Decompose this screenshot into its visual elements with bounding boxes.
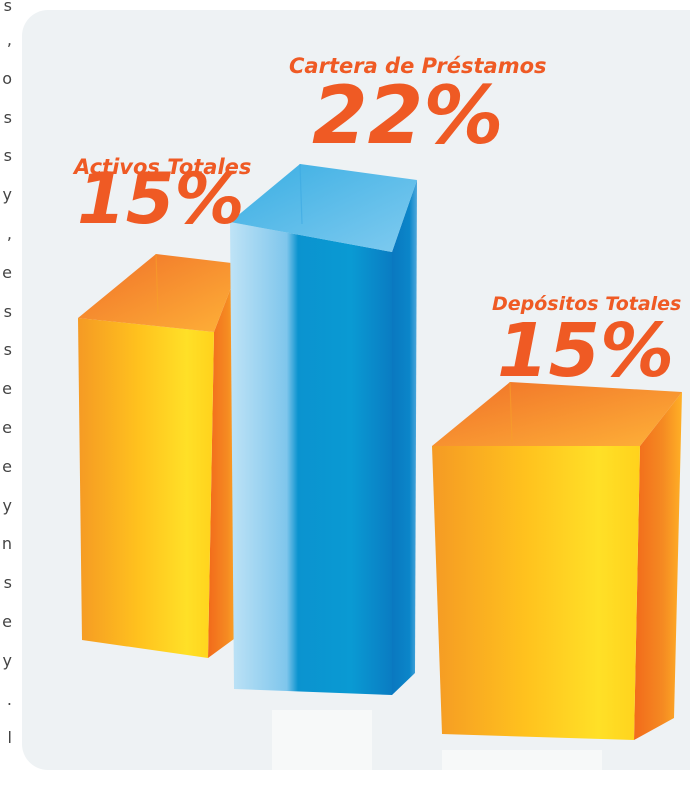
- text-fragment: l: [7, 728, 12, 748]
- text-fragment: s: [3, 573, 12, 593]
- text-fragment: o: [2, 68, 12, 88]
- bar-3: [432, 381, 682, 740]
- bar-edge: [155, 253, 159, 315]
- chart-panel: Activos Totales 15% Cartera de Préstamos 22…: [22, 10, 690, 770]
- floor-reflection: [442, 750, 602, 770]
- bar-top-face: [78, 254, 240, 332]
- text-fragment: y: [2, 185, 12, 205]
- data-label: 15%: [77, 158, 245, 240]
- category-label: Depósitos Totales: [492, 293, 681, 315]
- data-label: 15%: [497, 308, 674, 394]
- data-label: 22%: [312, 69, 503, 162]
- text-fragment: ,: [6, 30, 12, 49]
- bar-top-face: [230, 164, 417, 252]
- bar-side-face: [392, 180, 417, 695]
- text-fragment: ,: [6, 224, 12, 243]
- bar-front-face: [432, 446, 640, 740]
- bar-2: [230, 163, 417, 695]
- text-fragment: e: [2, 612, 12, 631]
- bar-front-face: [78, 318, 214, 658]
- text-fragment: y: [2, 495, 12, 515]
- text-fragment: e: [2, 418, 12, 437]
- bar-1: [78, 253, 240, 658]
- text-fragment: s: [3, 107, 12, 127]
- text-fragment-first: s: [3, 0, 12, 15]
- text-fragment: e: [2, 262, 12, 282]
- text-fragment: e: [2, 379, 12, 399]
- text-fragment: e: [2, 456, 12, 476]
- floor-reflection: [272, 710, 372, 770]
- text-fragment: s: [3, 301, 12, 321]
- bar-front-face: [230, 222, 392, 695]
- bar-side-face: [634, 392, 682, 740]
- bar-top-face: [432, 382, 682, 446]
- category-label: Cartera de Préstamos: [289, 54, 547, 78]
- text-fragment: .: [6, 689, 12, 709]
- text-fragment: s: [3, 146, 12, 166]
- bar-edge: [299, 163, 303, 225]
- category-label: Activos Totales: [72, 155, 251, 179]
- bar-edge: [509, 381, 513, 443]
- text-fragment: s: [3, 340, 12, 360]
- text-fragment: y: [2, 650, 12, 670]
- text-fragment: n: [1, 534, 12, 554]
